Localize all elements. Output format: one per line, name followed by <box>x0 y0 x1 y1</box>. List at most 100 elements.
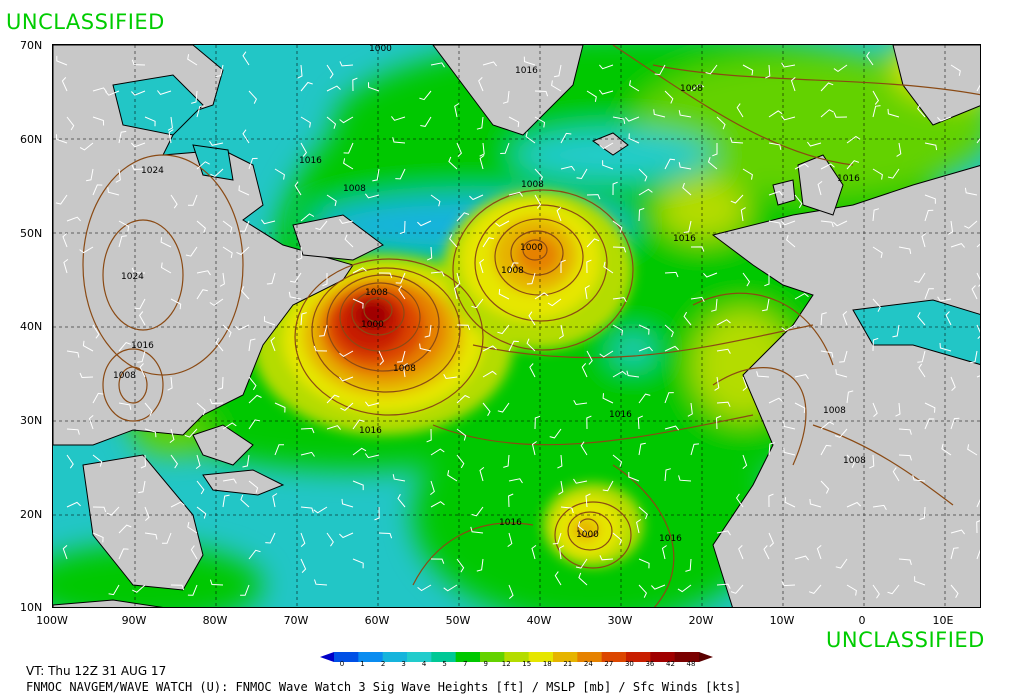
wind-barb <box>914 576 926 586</box>
wind-barb <box>426 428 432 443</box>
wind-barb <box>586 194 601 200</box>
wind-barb <box>190 545 198 560</box>
colorbar-tick-label: 0 <box>339 660 345 668</box>
wind-barb <box>945 311 952 326</box>
wind-barb <box>547 298 562 307</box>
wind-barb <box>678 162 692 170</box>
wind-barb <box>270 337 276 352</box>
wind-barb <box>740 207 746 222</box>
wind-barb <box>534 116 546 128</box>
wind-barb <box>971 285 978 300</box>
wind-barb <box>677 584 692 593</box>
wind-barb <box>534 415 541 430</box>
colorbar-segment <box>320 652 334 662</box>
wind-barb <box>586 415 592 430</box>
wind-barb <box>274 168 285 180</box>
wind-barb <box>502 90 510 104</box>
wind-barb <box>430 62 445 68</box>
colorbar-tick-label: 21 <box>563 660 573 668</box>
wind-barb <box>66 350 80 358</box>
wind-barb <box>266 272 276 285</box>
wind-barb <box>92 392 104 404</box>
wind-barb <box>476 116 484 130</box>
wind-barb <box>809 498 822 508</box>
isobar-label: 1016 <box>359 426 382 436</box>
wind-barb <box>976 499 980 508</box>
wind-barb <box>892 324 900 338</box>
wind-barb <box>62 233 68 248</box>
wind-barb <box>661 545 667 560</box>
wind-barb <box>326 394 340 404</box>
wind-barb <box>678 110 692 118</box>
wind-barb <box>664 392 674 404</box>
wind-barb <box>187 54 198 66</box>
wind-barb <box>160 237 172 248</box>
wind-barb <box>456 394 470 404</box>
wind-barb <box>715 415 722 430</box>
wind-barb <box>714 376 720 391</box>
isobar-label: 1016 <box>299 156 322 166</box>
wind-barb <box>66 116 75 131</box>
lon-label-30w: 30W <box>607 614 633 627</box>
wind-barb <box>417 220 432 227</box>
wind-barb <box>248 338 256 352</box>
wind-barb <box>456 142 462 157</box>
isobar-label: 1016 <box>673 234 696 244</box>
wind-barb <box>768 220 782 228</box>
wind-barb <box>976 272 980 287</box>
wind-barb <box>79 246 94 254</box>
wind-barb <box>210 168 224 177</box>
lat-label-70n: 70N <box>20 39 43 52</box>
lon-label-80w: 80W <box>202 614 228 627</box>
wind-barb <box>479 142 485 157</box>
wind-barb <box>343 158 354 170</box>
wind-barb <box>456 558 465 573</box>
wind-barb <box>705 64 718 75</box>
wind-barb <box>783 447 796 456</box>
wind-barb <box>898 558 912 565</box>
wind-barb <box>768 532 774 547</box>
wind-barb <box>558 324 564 339</box>
wind-barb <box>482 345 497 352</box>
wind-barb <box>976 84 980 92</box>
wind-barb <box>678 475 692 482</box>
lat-label-60n: 60N <box>20 133 43 146</box>
wind-barb <box>576 168 588 180</box>
wind-barb <box>443 584 458 592</box>
wind-barb <box>209 298 224 306</box>
colorbar-segment <box>601 652 627 662</box>
wind-barb <box>921 233 927 248</box>
wind-barb <box>937 296 952 302</box>
wind-barb <box>297 246 303 261</box>
wind-barb <box>716 530 731 536</box>
isobar-label: 1008 <box>843 456 866 466</box>
wind-barb <box>144 402 153 417</box>
wind-barb <box>300 81 313 92</box>
scandinavia <box>892 45 980 126</box>
wind-barb <box>612 532 622 545</box>
wind-barb <box>872 246 883 259</box>
wind-barb <box>529 363 536 378</box>
wind-barb <box>950 243 965 248</box>
wind-barb <box>507 532 513 548</box>
wind-barb <box>526 272 536 285</box>
wind-barb <box>762 298 770 312</box>
wind-barb <box>471 506 484 517</box>
wind-barb <box>300 116 311 128</box>
wind-barb <box>378 272 393 278</box>
wind-barb <box>573 399 588 406</box>
wind-barb <box>508 116 520 128</box>
wind-barb <box>846 160 860 170</box>
wind-barb <box>531 545 537 560</box>
wind-barb <box>196 220 206 234</box>
map-panel[interactable]: 1000 1016 1008 1016 1008 1024 1016 1008 … <box>52 44 981 608</box>
wind-barb <box>820 220 834 228</box>
wind-barb <box>742 168 753 180</box>
wind-barb <box>300 532 306 547</box>
wind-barb <box>612 181 618 196</box>
wind-barb <box>690 83 705 92</box>
wind-barb <box>603 261 614 274</box>
british-isles <box>797 154 844 216</box>
wind-barb <box>534 90 549 97</box>
wind-barb <box>508 493 514 508</box>
